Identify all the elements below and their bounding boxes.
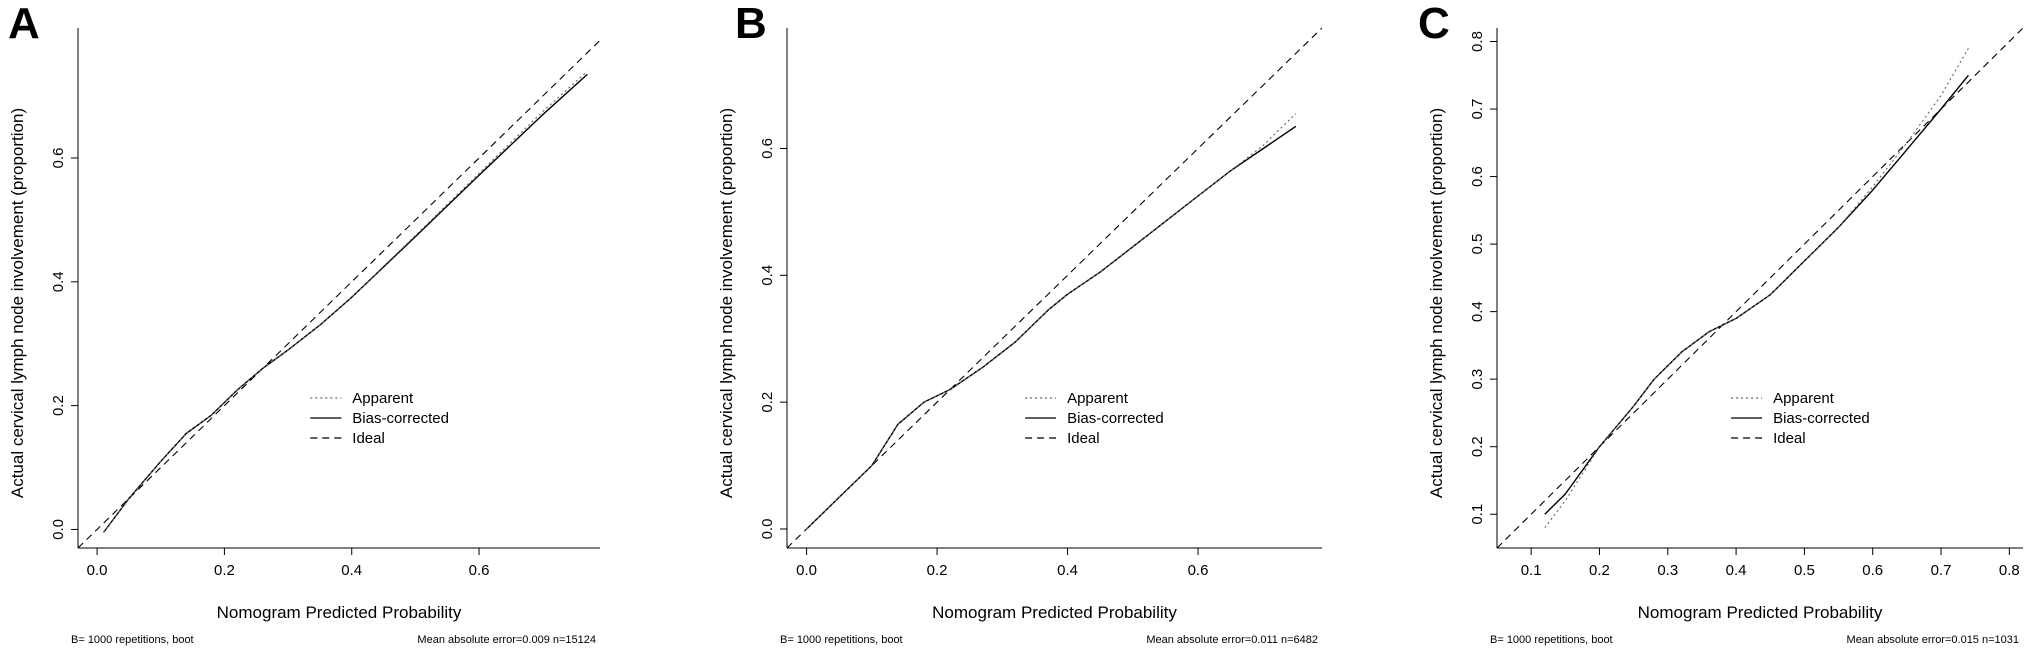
legend-label: Ideal	[1773, 430, 1806, 447]
y-tick-label: 0.5	[1469, 234, 1486, 255]
y-tick-label: 0.3	[1469, 369, 1486, 390]
y-tick-label: 0.0	[759, 519, 776, 540]
y-tick-label: 0.0	[50, 519, 67, 540]
footer-right-text: Mean absolute error=0.009 n=15124	[417, 634, 596, 646]
y-tick-label: 0.4	[50, 271, 67, 292]
x-tick-label: 0.8	[1999, 562, 2020, 579]
x-tick-label: 0.2	[927, 562, 948, 579]
calibration-panel-b: B 0.0 0.2 0.4 0.6 0.0 0.2 0.4 0.6 Nomogram Predic…	[717, 0, 1322, 646]
y-axis-title: Actual cervical lymph node involvement (…	[1427, 108, 1446, 498]
y-axis-title: Actual cervical lymph node involvement (…	[8, 108, 27, 498]
x-tick-label: 0.2	[214, 562, 235, 579]
y-tick-label: 0.4	[759, 265, 776, 286]
legend-label: Ideal	[1067, 430, 1100, 447]
legend-label: Bias-corrected	[352, 410, 449, 427]
y-tick-label: 0.6	[50, 148, 67, 169]
x-tick-label: 0.6	[469, 562, 490, 579]
panel-letter: C	[1418, 0, 1450, 48]
series-line-apparent	[1544, 48, 1969, 529]
x-axis-title: Nomogram Predicted Probability	[932, 603, 1177, 622]
panel-letter: A	[8, 0, 40, 48]
y-tick-label: 0.1	[1469, 504, 1486, 525]
series-line-apparent	[103, 70, 588, 533]
series-line-apparent	[806, 113, 1297, 530]
y-tick-label: 0.7	[1469, 99, 1486, 120]
x-tick-label: 0.1	[1521, 562, 1542, 579]
series-line-ideal	[787, 28, 1322, 548]
series-line-bias-corrected	[806, 125, 1297, 530]
footer-left-text: B= 1000 repetitions, boot	[71, 634, 194, 646]
footer-right-text: Mean absolute error=0.011 n=6482	[1146, 634, 1318, 646]
x-tick-label: 0.4	[341, 562, 362, 579]
calibration-panel-a: A 0.0 0.2 0.4 0.6 0.0 0.2 0.4 0.6 Nomogram Predic…	[8, 0, 600, 646]
x-tick-label: 0.4	[1726, 562, 1747, 579]
legend-label: Apparent	[1773, 390, 1835, 407]
legend-label: Ideal	[352, 430, 385, 447]
x-tick-label: 0.4	[1057, 562, 1078, 579]
y-tick-label: 0.2	[759, 392, 776, 413]
legend-label: Apparent	[1067, 390, 1129, 407]
calibration-panel-c: C 0.1 0.2 0.3 0.4 0.5 0.6 0.7 0.8 0.1 0.2 0.3 0.4 0.5…	[1418, 0, 2023, 646]
legend-label: Apparent	[352, 390, 414, 407]
footer-left-text: B= 1000 repetitions, boot	[780, 634, 903, 646]
y-tick-label: 0.8	[1469, 31, 1486, 52]
y-axis-title: Actual cervical lymph node involvement (…	[717, 108, 736, 498]
legend-label: Bias-corrected	[1773, 410, 1870, 427]
x-tick-label: 0.6	[1862, 562, 1883, 579]
y-tick-label: 0.4	[1469, 301, 1486, 322]
legend-label: Bias-corrected	[1067, 410, 1164, 427]
y-tick-label: 0.2	[1469, 436, 1486, 457]
x-tick-label: 0.0	[87, 562, 108, 579]
x-tick-label: 0.6	[1188, 562, 1209, 579]
footer-right-text: Mean absolute error=0.015 n=1031	[1847, 634, 2019, 646]
x-tick-label: 0.5	[1794, 562, 1815, 579]
x-tick-label: 0.7	[1931, 562, 1952, 579]
y-tick-label: 0.2	[50, 395, 67, 416]
x-tick-label: 0.3	[1657, 562, 1678, 579]
footer-left-text: B= 1000 repetitions, boot	[1490, 634, 1613, 646]
x-axis-title: Nomogram Predicted Probability	[217, 603, 462, 622]
x-axis-title: Nomogram Predicted Probability	[1638, 603, 1883, 622]
series-line-bias-corrected	[1544, 74, 1969, 515]
panel-letter: B	[735, 0, 767, 48]
x-tick-label: 0.0	[796, 562, 817, 579]
y-tick-label: 0.6	[759, 138, 776, 159]
x-tick-label: 0.2	[1589, 562, 1610, 579]
series-line-ideal	[78, 40, 600, 548]
y-tick-label: 0.6	[1469, 166, 1486, 187]
series-line-bias-corrected	[102, 73, 588, 533]
